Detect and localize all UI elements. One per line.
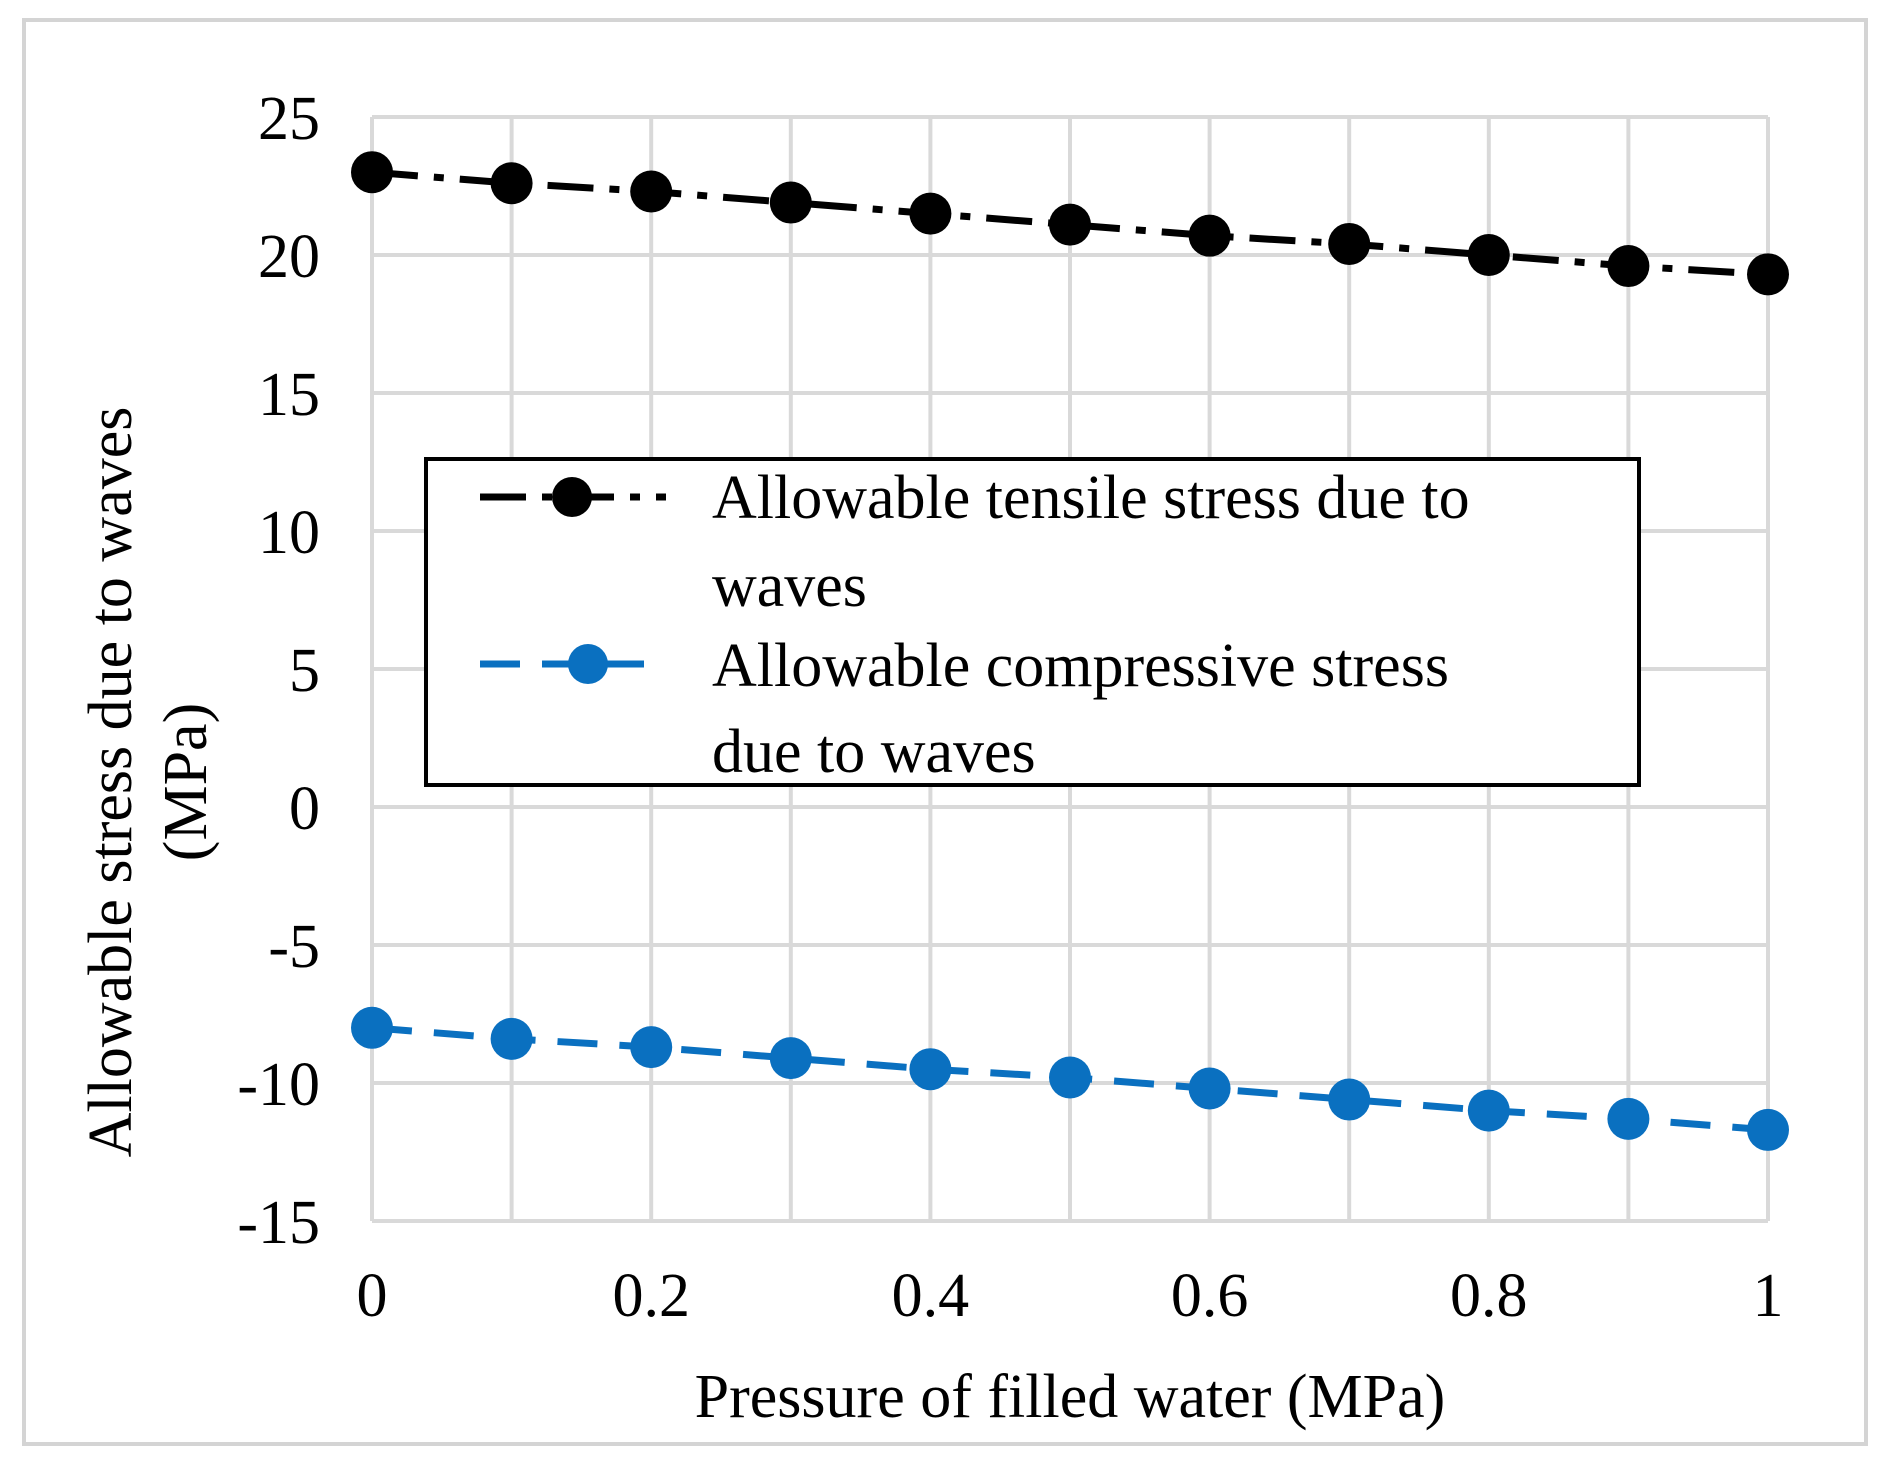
legend: Allowable tensile stress due to waves Al… bbox=[424, 457, 1641, 787]
legend-swatch-tensile-marker bbox=[552, 477, 592, 517]
data-point-compressive bbox=[630, 1026, 673, 1069]
data-point-tensile bbox=[630, 170, 673, 213]
data-point-compressive bbox=[1467, 1089, 1510, 1132]
data-point-compressive bbox=[909, 1048, 952, 1091]
data-point-tensile bbox=[1049, 203, 1091, 246]
x-tick-label: 0.6 bbox=[1171, 1262, 1249, 1330]
y-tick-label: 10 bbox=[258, 499, 320, 567]
chart-svg: -15 -10 -5 0 5 10 15 20 25 0 0.2 0.4 0.6 0.8 1 Pressu… bbox=[77, 85, 1789, 1431]
x-tick-label: 0.8 bbox=[1450, 1262, 1528, 1330]
y-tick-label: 25 bbox=[258, 85, 320, 153]
legend-swatch-compressive-marker bbox=[568, 644, 608, 684]
x-tick-label: 1 bbox=[1753, 1262, 1784, 1330]
data-point-tensile bbox=[1188, 214, 1231, 257]
data-point-compressive bbox=[490, 1017, 533, 1060]
y-axis-label-line1: Allowable stress due to waves bbox=[77, 407, 145, 1158]
data-point-compressive bbox=[351, 1006, 393, 1049]
data-point-tensile bbox=[1747, 253, 1789, 296]
chart-frame: -15 -10 -5 0 5 10 15 20 25 0 0.2 0.4 0.6 0.8 1 Pressu… bbox=[22, 18, 1868, 1446]
legend-item-tensile: Allowable tensile stress due to waves bbox=[480, 464, 1470, 620]
series-compressive bbox=[351, 1006, 1789, 1151]
data-point-compressive bbox=[1188, 1067, 1231, 1110]
x-tick-labels: 0 0.2 0.4 0.6 0.8 1 bbox=[357, 1262, 1784, 1330]
data-point-compressive bbox=[769, 1037, 812, 1080]
data-point-compressive bbox=[1607, 1097, 1650, 1140]
legend-label-tensile-line1: Allowable tensile stress due to bbox=[712, 464, 1470, 532]
legend-box bbox=[424, 457, 1641, 787]
legend-label-tensile-line2: waves bbox=[712, 552, 867, 620]
data-point-compressive bbox=[1747, 1108, 1789, 1151]
x-axis-label: Pressure of filled water (MPa) bbox=[695, 1363, 1446, 1431]
data-point-tensile bbox=[909, 192, 952, 235]
x-tick-label: 0.4 bbox=[892, 1262, 970, 1330]
x-tick-label: 0 bbox=[357, 1262, 388, 1330]
x-tick-label: 0.2 bbox=[612, 1262, 690, 1330]
y-tick-label: 5 bbox=[289, 637, 320, 705]
y-tick-label: 15 bbox=[258, 361, 320, 429]
legend-item-compressive: Allowable compressive stress due to wave… bbox=[480, 632, 1449, 786]
data-point-tensile bbox=[351, 151, 393, 194]
data-series bbox=[351, 151, 1789, 1151]
legend-label-compressive-line2: due to waves bbox=[712, 718, 1036, 786]
data-point-tensile bbox=[1328, 222, 1371, 265]
y-tick-label: -15 bbox=[237, 1189, 320, 1257]
data-point-tensile bbox=[490, 162, 533, 205]
y-tick-label: 0 bbox=[289, 775, 320, 843]
data-point-tensile bbox=[1467, 234, 1510, 276]
y-tick-label: -5 bbox=[268, 913, 320, 981]
y-tick-label: 20 bbox=[258, 223, 320, 291]
data-point-compressive bbox=[1328, 1078, 1371, 1121]
y-tick-labels: -15 -10 -5 0 5 10 15 20 25 bbox=[237, 85, 320, 1257]
data-point-tensile bbox=[769, 181, 812, 224]
legend-label-compressive-line1: Allowable compressive stress bbox=[712, 632, 1449, 700]
series-line-tensile bbox=[371, 168, 1769, 278]
data-point-compressive bbox=[1049, 1056, 1091, 1099]
y-axis-label-line2: (MPa) bbox=[152, 703, 220, 861]
series-tensile bbox=[351, 151, 1789, 296]
data-point-tensile bbox=[1607, 245, 1650, 288]
y-tick-label: -10 bbox=[237, 1051, 320, 1119]
